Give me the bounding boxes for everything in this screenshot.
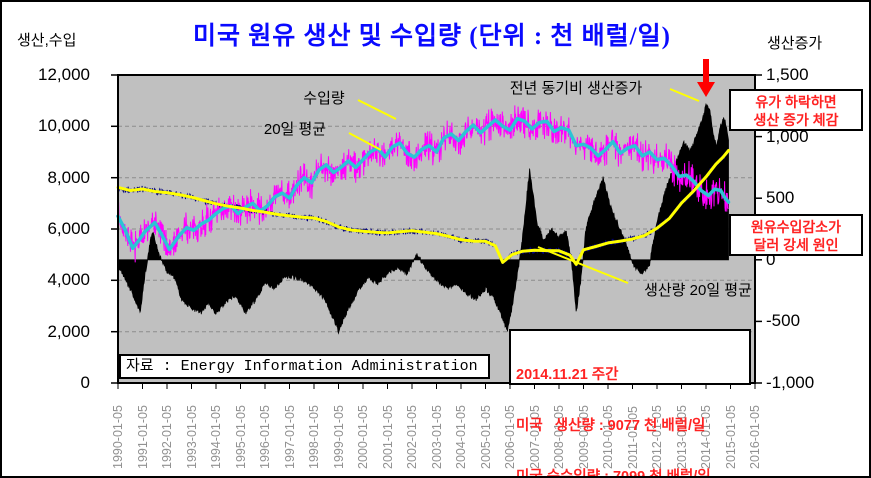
info-date: 2014.11.21 주간 <box>516 367 619 383</box>
callout-price-drop: 유가 하락하면 생산 증가 체감 <box>729 89 863 131</box>
y-axis-right-tick-label: -500 <box>766 311 801 331</box>
x-axis-tick-label: 1992-01-05 <box>160 405 174 469</box>
x-axis-tick-label: 2003-01-05 <box>429 405 444 469</box>
x-axis-tick-label: 1997-01-05 <box>282 405 297 469</box>
weekly-info-box: 2014.11.21 주간 미국 생산량 : 9077 천 배럴/일 미국 순수… <box>509 329 751 476</box>
info-net-imports: 미국 순수입량 : 7099 천 배럴/일 <box>516 469 711 478</box>
y-axis-right-tick-label: 500 <box>766 188 795 208</box>
x-axis-tick-label: 1994-01-05 <box>209 405 223 469</box>
callout-price-drop-line2: 생산 증가 체감 <box>753 112 839 128</box>
x-axis-tick-label: 1998-01-05 <box>307 405 321 469</box>
callout-dollar: 원유수입감소가 달러 강세 원인 <box>729 214 863 256</box>
x-axis-tick-label: 1990-01-05 <box>111 405 125 469</box>
y-axis-left-tick-label: 10,000 <box>38 116 90 136</box>
callout-dollar-line1: 원유수입감소가 <box>750 219 842 235</box>
y-axis-right-tick-label: 1,000 <box>766 126 809 146</box>
source-box: 자료 : Energy Information Administration <box>119 354 490 379</box>
chart-title: 미국 원유 생산 및 수입량 (단위 : 천 배럴/일) <box>193 23 671 50</box>
x-axis-tick-label: 1991-01-05 <box>135 405 150 469</box>
y-axis-left-tick-label: 0 <box>80 373 90 392</box>
y-axis-right-tick-label: 1,500 <box>766 65 809 84</box>
x-axis-tick-label: 1993-01-05 <box>184 405 199 469</box>
callout-dollar-line2: 달러 강세 원인 <box>753 237 839 253</box>
callout-price-drop-line1: 유가 하락하면 <box>755 94 837 110</box>
left-axis-title: 생산,수입 <box>17 32 77 49</box>
y-axis-left-tick-label: 8,000 <box>47 167 90 187</box>
annotation-prod-ma: 생산량 20일 평균 <box>644 282 752 299</box>
y-axis-right-tick-label: -1,000 <box>766 373 815 392</box>
x-axis-tick-label: 2006-01-05 <box>503 405 517 469</box>
x-axis-tick-label: 2004-01-05 <box>454 405 468 469</box>
y-axis-right-tick-label: 0 <box>766 249 776 269</box>
annotation-imports-ma: 20일 평균 <box>263 121 327 138</box>
x-axis-tick-label: 2005-01-05 <box>478 405 493 469</box>
x-axis-tick-label: 1999-01-05 <box>331 405 346 469</box>
y-axis-left-tick-label: 4,000 <box>47 270 90 290</box>
x-axis-tick-label: 2001-01-05 <box>380 405 395 469</box>
annotation-imports: 수입량 <box>303 90 345 107</box>
x-axis-tick-label: 1995-01-05 <box>233 405 248 469</box>
right-axis-title: 생산증가 <box>767 35 823 52</box>
info-production: 미국 생산량 : 9077 천 배럴/일 <box>516 418 706 434</box>
arrow-down-icon <box>697 59 715 97</box>
x-axis-tick-label: 2000-01-05 <box>356 405 370 469</box>
y-axis-left-tick-label: 12,000 <box>38 65 90 84</box>
x-axis-tick-label: 2002-01-05 <box>405 405 419 469</box>
y-axis-left-tick-label: 2,000 <box>47 321 90 341</box>
annotation-yoy: 전년 동기비 생산증가 <box>509 80 643 97</box>
x-axis-tick-label: 1996-01-05 <box>258 405 272 469</box>
y-axis-left-tick-label: 6,000 <box>47 219 90 238</box>
x-axis-tick-label: 2016-01-05 <box>748 405 762 469</box>
